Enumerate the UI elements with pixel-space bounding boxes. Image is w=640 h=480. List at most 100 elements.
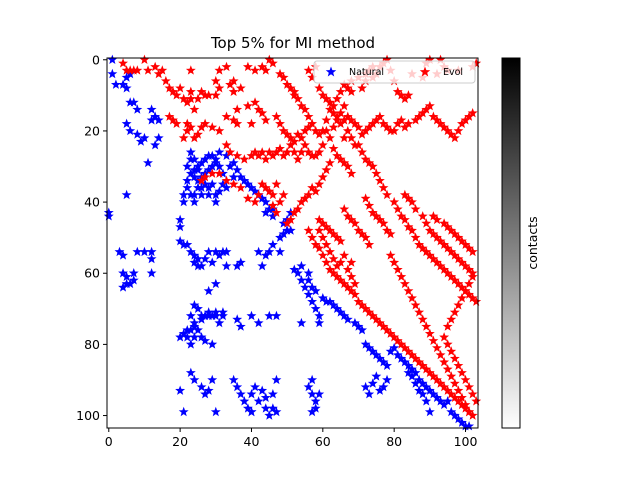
point-natural: [217, 307, 228, 317]
point-evol: [460, 239, 471, 249]
point-evol: [464, 111, 475, 121]
point-evol: [253, 150, 264, 161]
point-evol: [314, 129, 325, 139]
point-natural: [132, 104, 143, 114]
point-evol: [260, 182, 271, 193]
point-evol: [442, 243, 453, 253]
point-evol: [432, 232, 442, 242]
point-evol: [382, 225, 392, 235]
point-evol: [182, 118, 193, 129]
point-evol: [285, 83, 296, 93]
point-natural: [303, 275, 314, 285]
point-evol: [339, 278, 350, 289]
point-evol: [449, 132, 460, 143]
point-natural: [417, 389, 428, 399]
point-natural: [464, 421, 475, 431]
point-evol: [346, 257, 357, 267]
point-natural: [228, 171, 239, 182]
point-evol: [267, 189, 278, 200]
point-evol: [292, 93, 303, 104]
point-natural: [193, 182, 203, 193]
point-evol: [321, 239, 332, 249]
point-natural: [457, 417, 467, 427]
point-natural: [200, 154, 211, 164]
point-natural: [182, 239, 193, 249]
point-evol: [353, 225, 364, 235]
point-evol: [403, 193, 414, 203]
point-natural: [178, 196, 189, 207]
legend-star-natural: [325, 66, 337, 77]
point-natural: [196, 182, 207, 193]
point-natural: [121, 189, 132, 200]
point-evol: [317, 218, 328, 228]
point-evol: [428, 371, 439, 381]
point-evol: [153, 68, 164, 79]
point-natural: [200, 335, 211, 346]
series-natural: [103, 54, 475, 431]
point-evol: [435, 260, 446, 271]
point-natural: [214, 317, 225, 328]
point-natural: [389, 342, 400, 353]
point-evol: [342, 111, 353, 121]
point-evol: [353, 296, 364, 306]
point-evol: [367, 118, 378, 129]
point-evol: [464, 278, 475, 289]
point-natural: [260, 250, 271, 260]
point-evol: [168, 115, 178, 125]
point-natural: [214, 161, 225, 171]
point-evol: [396, 90, 407, 100]
point-natural: [207, 374, 218, 385]
point-evol: [314, 83, 325, 93]
point-evol: [453, 360, 464, 370]
point-evol: [385, 228, 396, 239]
legend: Natural Evol: [313, 60, 476, 84]
point-evol: [196, 86, 207, 96]
point-natural: [132, 129, 143, 139]
point-natural: [285, 207, 296, 217]
point-evol: [332, 271, 343, 281]
point-evol: [200, 118, 211, 129]
point-natural: [232, 314, 243, 324]
point-natural: [175, 214, 186, 225]
point-natural: [267, 239, 278, 249]
point-evol: [367, 310, 378, 321]
point-evol: [449, 307, 460, 317]
point-evol: [364, 157, 375, 168]
point-evol: [346, 86, 357, 96]
point-natural: [185, 324, 196, 335]
point-evol: [271, 207, 282, 217]
point-evol: [471, 296, 482, 306]
point-natural: [178, 189, 189, 200]
point-evol: [210, 90, 221, 100]
point-natural: [146, 246, 157, 257]
point-evol: [310, 150, 321, 161]
point-evol: [467, 389, 478, 399]
point-evol: [307, 150, 318, 161]
point-natural: [189, 154, 200, 164]
point-natural: [385, 346, 396, 356]
point-natural: [374, 353, 385, 363]
point-evol: [328, 107, 339, 118]
point-evol: [428, 111, 439, 121]
y-tick-label: 40: [84, 195, 100, 210]
point-natural: [307, 389, 318, 399]
point-evol: [300, 104, 310, 114]
point-evol: [282, 147, 293, 157]
point-natural: [307, 296, 318, 306]
point-evol: [432, 257, 442, 267]
point-natural: [292, 268, 303, 278]
point-evol: [182, 97, 193, 107]
point-natural: [275, 232, 285, 242]
point-natural: [399, 356, 410, 367]
point-natural: [185, 310, 196, 321]
point-evol: [371, 168, 382, 178]
point-natural: [207, 310, 218, 321]
point-evol: [467, 292, 478, 303]
point-natural: [246, 310, 257, 321]
point-evol: [346, 168, 357, 178]
point-evol: [342, 264, 353, 274]
point-natural: [135, 136, 146, 146]
point-evol: [253, 189, 264, 200]
point-evol: [421, 364, 432, 374]
point-natural: [189, 171, 200, 182]
